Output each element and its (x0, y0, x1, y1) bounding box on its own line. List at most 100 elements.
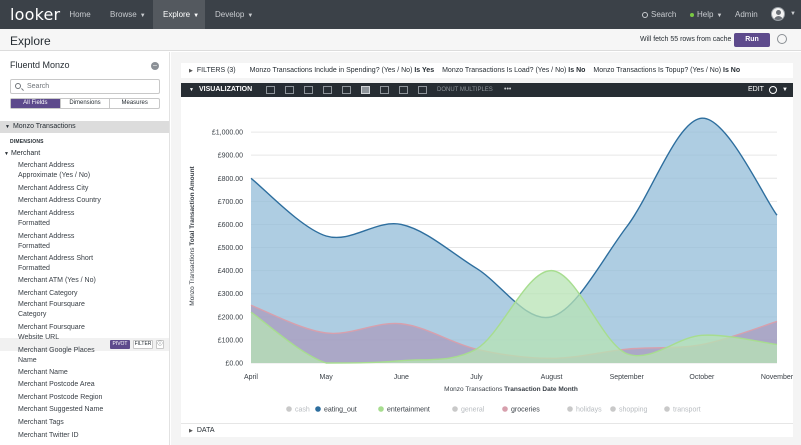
legend-marker[interactable] (378, 406, 384, 412)
data-section-bar[interactable]: ▶ DATA (181, 423, 793, 437)
field-item[interactable]: Merchant Google Places Name (18, 347, 95, 364)
caret-down-icon: ▼ (5, 124, 10, 130)
field-item[interactable]: Merchant Address Country (18, 197, 101, 204)
legend-item[interactable]: cash (295, 407, 310, 414)
scatter-chart-icon[interactable] (323, 86, 332, 94)
field-item[interactable]: Merchant Postcode Area (18, 381, 95, 388)
x-tick-label: August (541, 374, 563, 381)
field-item[interactable]: Merchant Postcode Region (18, 394, 103, 401)
field-item[interactable]: Merchant Address Formatted (18, 210, 75, 227)
legend-item[interactable]: shopping (619, 407, 648, 414)
nav-admin[interactable]: Admin (735, 10, 758, 19)
field-tabs: All Fields Dimensions Measures (10, 98, 160, 109)
top-navigation: looker Home Browse ▼ Explore ▼ Develop ▼ Se… (0, 0, 801, 29)
map-icon[interactable] (399, 86, 408, 94)
pie-chart-icon[interactable] (380, 86, 389, 94)
field-item[interactable]: Merchant Category (18, 290, 78, 297)
visualization-label[interactable]: VISUALIZATION (199, 86, 253, 93)
field-item[interactable]: Merchant ATM (Yes / No) (18, 277, 96, 284)
collapse-icon[interactable]: – (151, 62, 159, 70)
field-search-input[interactable]: Search (10, 79, 160, 94)
nav-help[interactable]: Help ▼ (690, 0, 722, 29)
nav-search-label: Search (651, 10, 677, 19)
view-name: Monzo Transactions (12, 123, 76, 130)
status-dot-icon (690, 12, 694, 17)
caret-down-icon: ▼ (4, 151, 9, 157)
nav-develop[interactable]: Develop ▼ (207, 0, 261, 29)
legend-marker[interactable] (286, 406, 292, 412)
looker-logo[interactable]: looker (10, 5, 61, 24)
legend-item[interactable]: groceries (511, 407, 540, 414)
avatar[interactable] (771, 7, 785, 21)
y-tick-label: £300.00 (218, 291, 243, 298)
view-header[interactable]: ▼ Monzo Transactions (0, 121, 169, 133)
y-tick-label: £700.00 (218, 199, 243, 206)
field-item[interactable]: Merchant Address Approximate (Yes / No) (18, 162, 91, 179)
x-tick-label: November (761, 374, 793, 381)
model-title: Fluentd Monzo (10, 60, 70, 70)
legend-item[interactable]: general (461, 407, 485, 414)
nav-search[interactable]: Search (642, 0, 676, 29)
legend-marker[interactable] (315, 406, 321, 412)
dimension-group-merchant[interactable]: ▼ Merchant (4, 150, 40, 157)
caret-right-icon: ▶ (189, 428, 193, 434)
dimensions-header: DIMENSIONS (10, 139, 44, 145)
gear-icon[interactable] (769, 86, 777, 94)
chevron-down-icon[interactable]: ▼ (790, 11, 796, 17)
filter-button[interactable]: FILTER (133, 340, 153, 349)
legend-item[interactable]: transport (673, 407, 701, 414)
nav-browse[interactable]: Browse ▼ (100, 0, 150, 29)
pivot-button[interactable]: PIVOT (110, 340, 130, 349)
more-icon[interactable]: ••• (504, 86, 512, 93)
x-axis-label-bold: Transaction Date Month (504, 386, 578, 393)
single-value-icon[interactable] (418, 86, 427, 94)
nav-explore[interactable]: Explore ▼ (153, 0, 205, 29)
field-item[interactable]: Merchant Address Formatted (18, 233, 75, 250)
field-item[interactable]: Merchant Name (18, 369, 68, 376)
nav-help-label: Help (697, 10, 714, 19)
nav-home[interactable]: Home (69, 10, 91, 19)
info-icon[interactable]: ⓘ (156, 340, 164, 349)
nav-browse-label: Browse (110, 10, 137, 19)
run-button[interactable]: Run (734, 33, 770, 47)
field-item[interactable]: Merchant Address City (18, 185, 89, 192)
filter-field: Monzo Transactions Include in Spending? … (249, 67, 413, 74)
field-item[interactable]: Merchant Suggested Name (18, 406, 104, 413)
y-tick-label: £800.00 (218, 176, 243, 183)
tab-measures[interactable]: Measures (121, 100, 148, 106)
legend-item[interactable]: holidays (576, 407, 602, 414)
x-tick-label: May (320, 374, 334, 381)
legend-marker[interactable] (567, 406, 573, 412)
field-item[interactable]: Merchant Foursquare Category (18, 301, 85, 318)
tab-dimensions[interactable]: Dimensions (61, 99, 111, 108)
edit-button[interactable]: EDIT (748, 86, 764, 93)
legend-marker[interactable] (610, 406, 616, 412)
field-item[interactable]: Merchant Tags (18, 419, 64, 426)
legend-marker[interactable] (664, 406, 670, 412)
y-tick-label: £100.00 (218, 337, 243, 344)
cache-status: Will fetch 55 rows from cache (640, 36, 732, 43)
nav-develop-label: Develop (215, 10, 245, 19)
gear-icon[interactable] (777, 34, 787, 44)
field-item[interactable]: Merchant Twitter ID (18, 432, 79, 439)
bar-chart-icon[interactable] (304, 86, 313, 94)
legend-item[interactable]: eating_out (324, 407, 357, 414)
legend-marker[interactable] (502, 406, 508, 412)
series-area-eating_out (251, 118, 777, 363)
table-icon[interactable] (266, 86, 275, 94)
filters-bar[interactable]: ▶ FILTERS (3) Monzo Transactions Include i… (181, 63, 793, 78)
filter-field: Monzo Transactions Is Load? (Yes / No) (442, 67, 567, 74)
column-chart-icon[interactable] (285, 86, 294, 94)
line-chart-icon[interactable] (342, 86, 351, 94)
caret-down-icon[interactable]: ▼ (189, 87, 194, 93)
donut-multiples-option[interactable]: DONUT MULTIPLES (437, 87, 493, 93)
chevron-down-icon[interactable]: ▼ (782, 87, 788, 93)
legend-marker[interactable] (452, 406, 458, 412)
tab-all-fields[interactable]: All Fields (11, 99, 61, 108)
field-item[interactable]: Merchant Address Short Formatted (18, 255, 94, 272)
area-chart-icon[interactable] (361, 86, 370, 94)
x-axis-label-prefix: Monzo Transactions (444, 386, 504, 393)
field-item[interactable]: Merchant Foursquare Website URL (18, 324, 85, 341)
explore-header: Explore Will fetch 55 rows from cache Ru… (0, 29, 801, 51)
legend-item[interactable]: entertainment (387, 407, 430, 414)
